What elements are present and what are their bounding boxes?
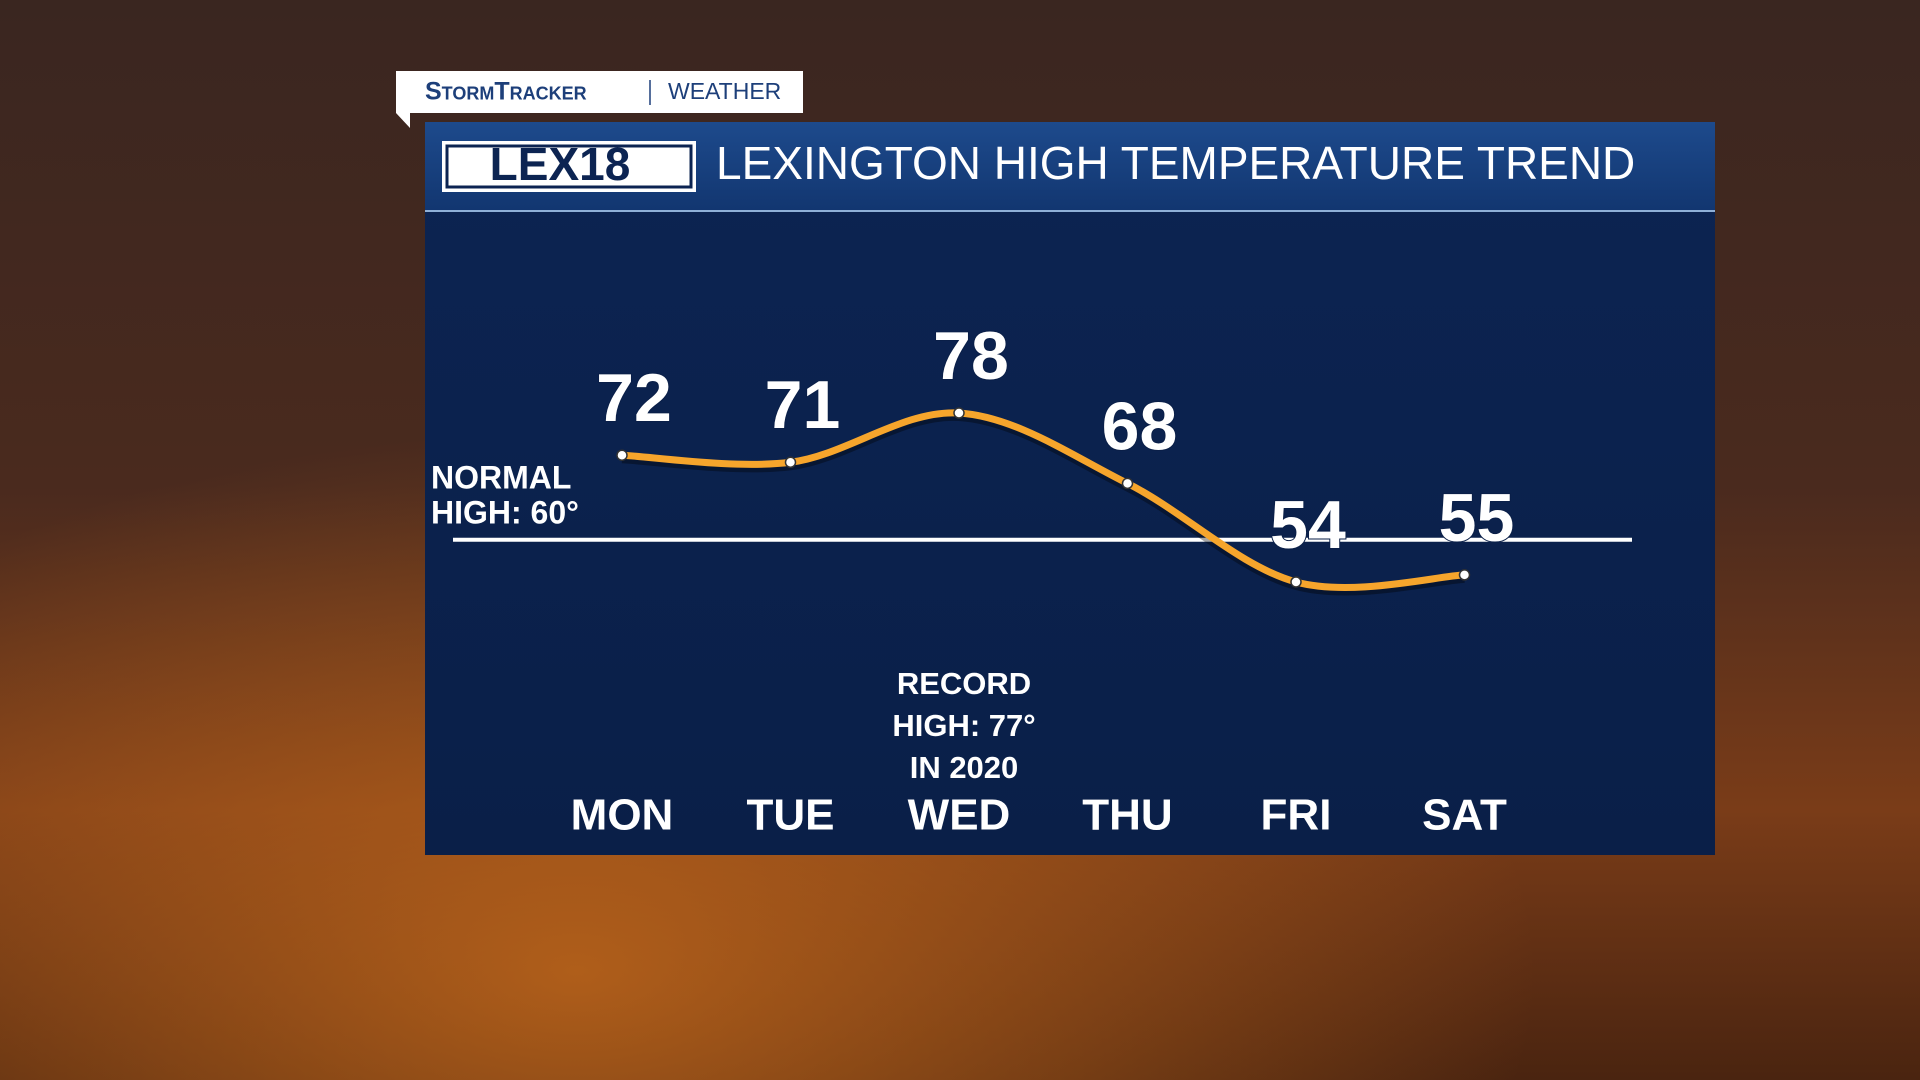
record-label: HIGH: 77°	[892, 708, 1035, 743]
temperature-line	[618, 409, 1468, 591]
data-point	[784, 456, 797, 469]
logo-box	[442, 141, 696, 192]
x-tick-label: TUE	[747, 791, 835, 840]
data-label: 54	[1270, 487, 1346, 563]
data-point	[1458, 569, 1471, 581]
data-point	[616, 449, 628, 461]
chart-title: LEXINGTON HIGH TEMPERATURE TREND	[716, 137, 1635, 189]
data-label: 72	[596, 360, 672, 436]
x-tick-label: SAT	[1422, 791, 1507, 840]
x-tick-label: WED	[908, 791, 1011, 840]
data-label: 55	[1439, 480, 1515, 556]
record-label: IN 2020	[910, 750, 1019, 785]
x-tick-label: MON	[571, 791, 674, 840]
data-label: 71	[765, 367, 841, 443]
normal-high-label: HIGH: 60°	[431, 494, 579, 530]
x-tick-label: THU	[1082, 791, 1172, 840]
normal-high-label: NORMAL	[431, 459, 571, 495]
brand-name: StormTracker	[425, 78, 587, 106]
brand-section: WEATHER	[668, 78, 781, 104]
data-point	[1290, 576, 1302, 588]
brand-tab	[396, 71, 803, 128]
data-point	[953, 407, 965, 419]
data-point	[1121, 477, 1134, 490]
record-label: RECORD	[897, 666, 1031, 701]
chart-panel	[425, 122, 1715, 855]
data-label: 68	[1102, 388, 1178, 464]
logo-frame	[445, 144, 693, 189]
data-label: 78	[933, 318, 1009, 394]
logo: LEX18	[490, 138, 631, 190]
x-tick-label: FRI	[1261, 791, 1332, 840]
